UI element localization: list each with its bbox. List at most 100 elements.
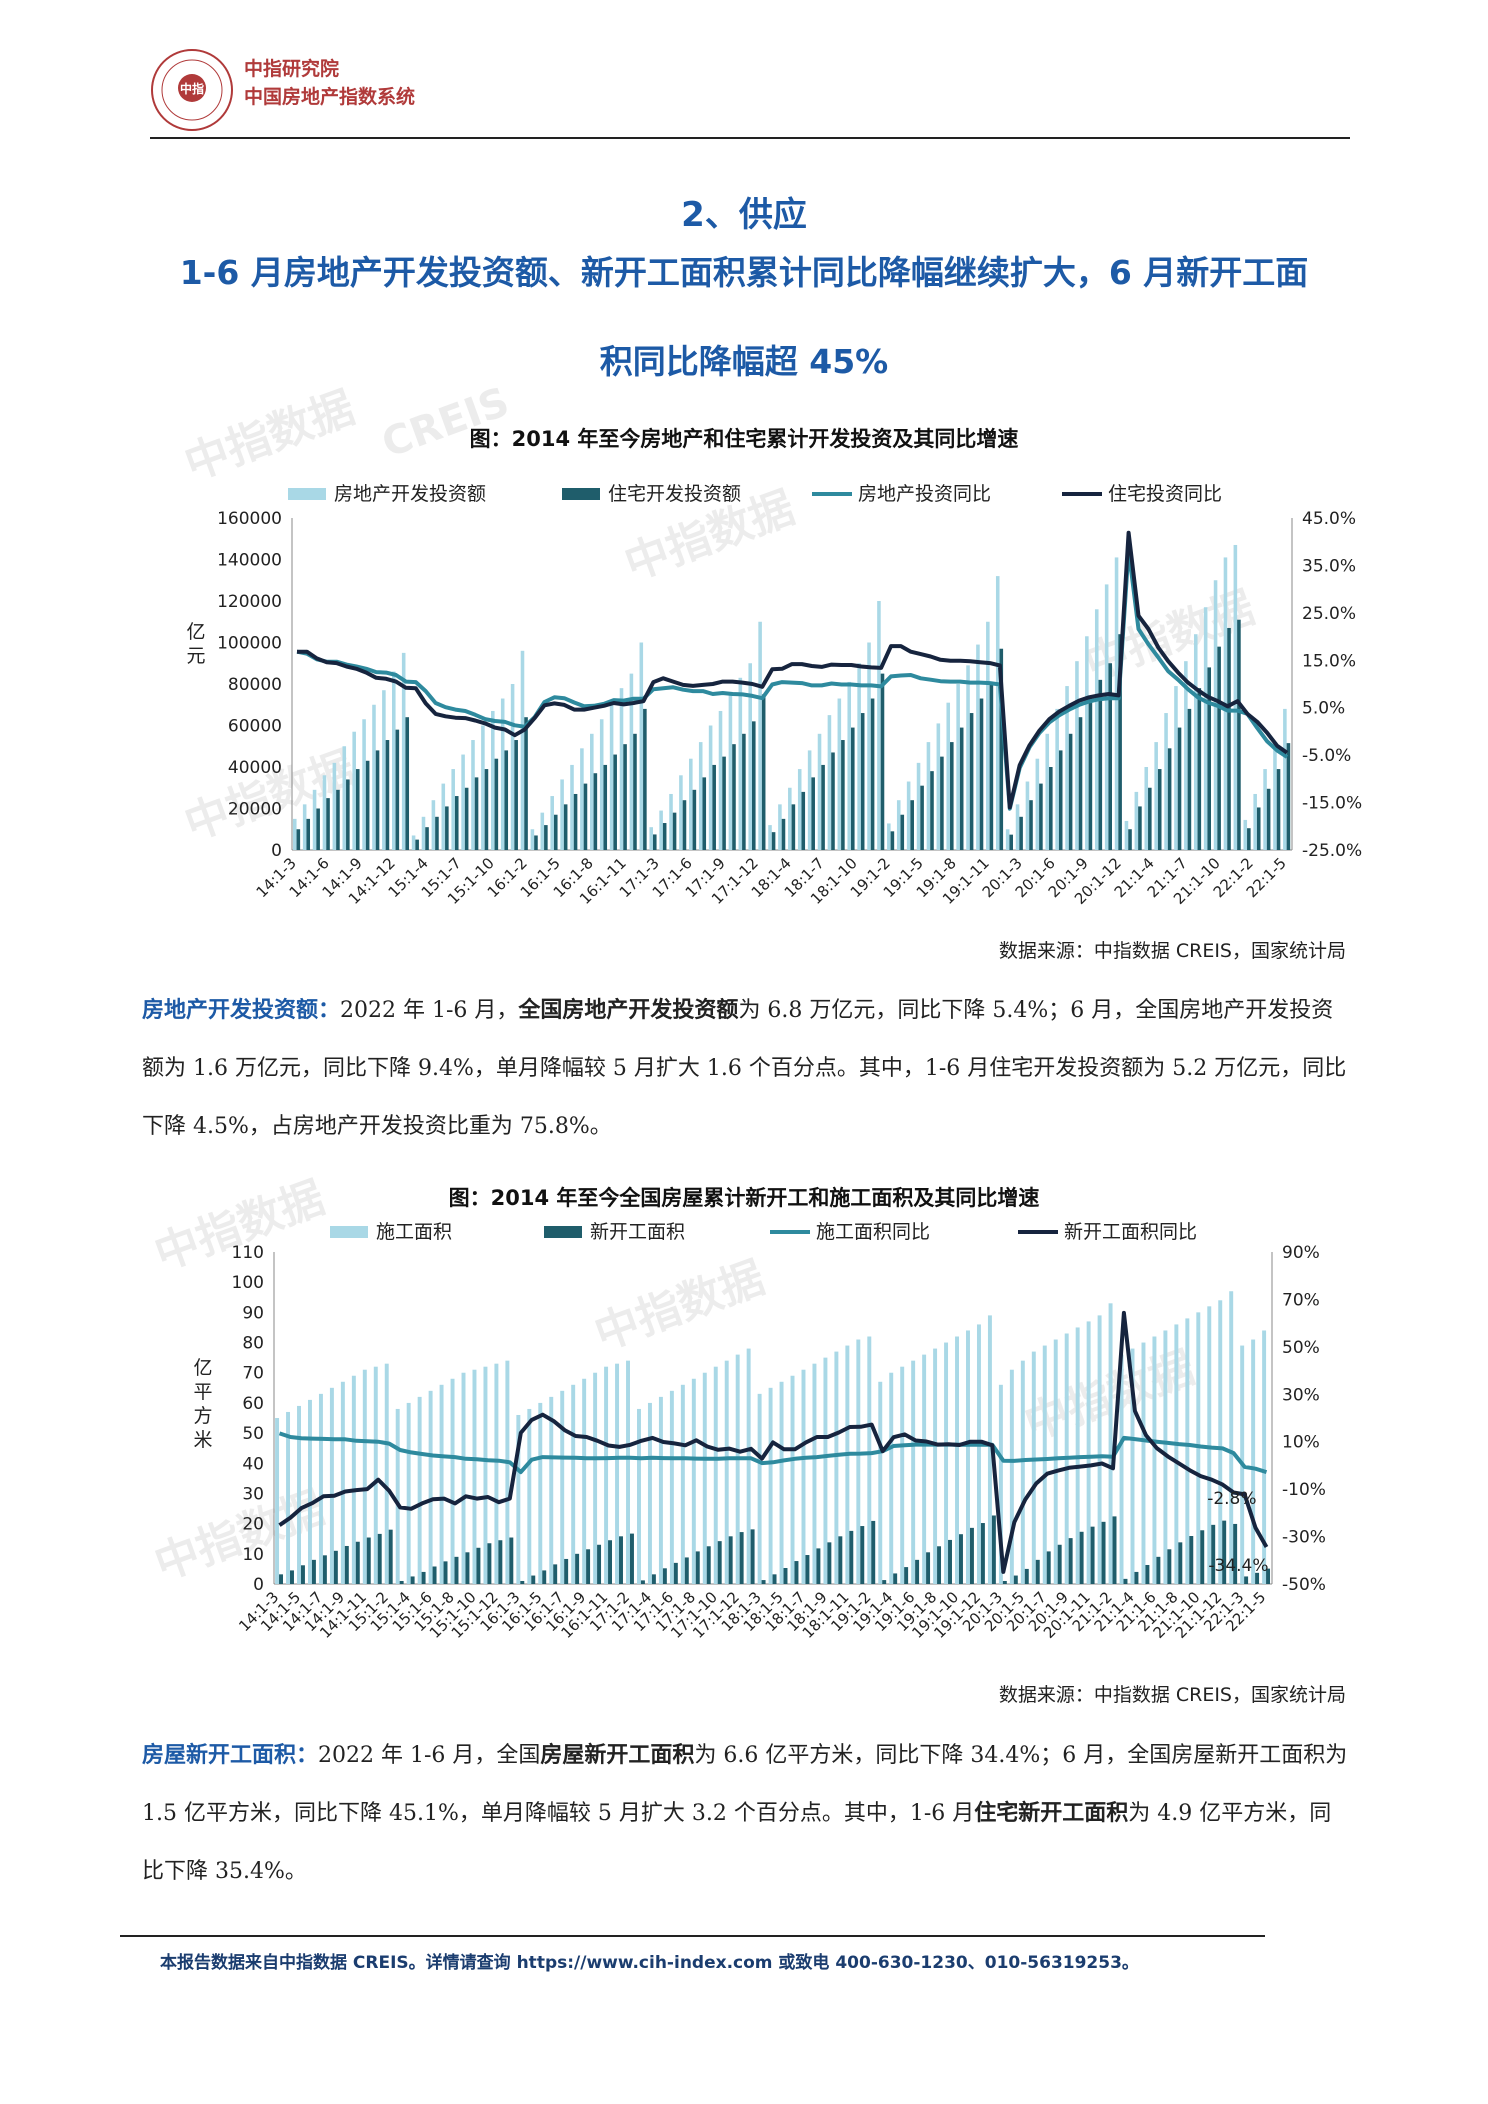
bar-series-2 xyxy=(395,729,400,850)
bar-series-2 xyxy=(890,831,895,850)
bar-series-1 xyxy=(728,694,733,850)
bar-series-2 xyxy=(999,648,1004,850)
bar-series-2 xyxy=(831,752,835,850)
bar-series-2 xyxy=(1098,679,1103,850)
y-tick-label: 20000 xyxy=(228,800,282,820)
bar-series-2 xyxy=(781,818,786,850)
bar-series-1 xyxy=(1263,769,1267,850)
bar-series-1 xyxy=(735,1354,740,1584)
bar-series-2 xyxy=(365,760,370,850)
bar-series-1 xyxy=(659,810,663,850)
bar-series-1 xyxy=(1141,1342,1146,1584)
bar-series-1 xyxy=(417,1396,422,1584)
bar-series-1 xyxy=(995,576,1000,850)
bar-series-2 xyxy=(1039,783,1043,850)
bar-series-2 xyxy=(1189,1536,1194,1584)
bar-series-2 xyxy=(366,1537,371,1584)
bar-series-1 xyxy=(332,762,337,850)
bar-series-1 xyxy=(857,663,861,850)
bar-series-1 xyxy=(1251,1339,1256,1584)
bar-series-1 xyxy=(599,719,604,850)
bar-series-2 xyxy=(1177,727,1182,850)
investment-chart: 160000 140000 120000 100000 80000 60000 40000 2… xyxy=(186,483,1362,908)
bar-series-1 xyxy=(1203,607,1208,850)
paragraph-text: 为 6.8 万亿元，同比下降 5.4%；6 月，全国房地产开发投资额为 1.6 … xyxy=(142,998,1347,1139)
bar-series-1 xyxy=(922,1354,927,1584)
bar-series-1 xyxy=(877,601,881,850)
bar-series-2 xyxy=(1266,1568,1271,1584)
section-title: 2、供应 xyxy=(681,195,807,235)
bar-series-2 xyxy=(969,1527,974,1584)
headline-line-2: 积同比降幅超 45% xyxy=(599,342,889,381)
bar-series-1 xyxy=(837,698,842,850)
bar-series-1 xyxy=(384,1363,389,1584)
bar-series-1 xyxy=(1193,634,1198,850)
bar-series-1 xyxy=(1085,636,1089,850)
bar-series-2 xyxy=(860,1526,865,1584)
bar-series-1 xyxy=(312,789,317,850)
bar-series-2 xyxy=(542,1570,547,1584)
bar-series-1 xyxy=(1086,1321,1091,1584)
bar-series-2 xyxy=(355,1541,360,1584)
bar-series-2 xyxy=(1009,834,1013,850)
bar-series-2 xyxy=(1057,1544,1062,1584)
bar-series-2 xyxy=(930,771,934,850)
paragraph-text: 2022 年 1-6 月， xyxy=(340,998,519,1023)
bar-series-1 xyxy=(1262,1330,1267,1584)
bar-series-2 xyxy=(1112,1516,1117,1584)
new-construction-paragraph: 房屋新开工面积：2022 年 1-6 月，全国房屋新开工面积为 6.6 亿平方米… xyxy=(142,1727,1352,1901)
bar-series-1 xyxy=(1152,1336,1157,1584)
y-axis-label: 方 xyxy=(193,1405,212,1427)
y-tick-label: 30 xyxy=(242,1484,264,1504)
bar-series-1 xyxy=(1055,708,1059,850)
y2-tick-label: -25.0% xyxy=(1302,841,1362,861)
bar-series-1 xyxy=(900,1366,905,1584)
bar-series-2 xyxy=(893,1573,898,1584)
bar-series-1 xyxy=(801,1369,806,1584)
y-tick-label: 90 xyxy=(242,1303,264,1323)
bar-series-1 xyxy=(481,725,485,850)
bar-series-1 xyxy=(926,742,931,850)
bar-series-1 xyxy=(1114,557,1119,850)
bar-series-1 xyxy=(698,742,703,850)
y-tick-label: 120000 xyxy=(217,592,282,612)
bar-series-2 xyxy=(937,1546,942,1584)
bar-series-1 xyxy=(779,1381,784,1584)
bar-series-1 xyxy=(516,1414,521,1584)
footer-note: 本报告数据来自中指数据 CREIS。详情请查询 https://www.cih-… xyxy=(160,1953,1139,1973)
bar-series-1 xyxy=(916,762,921,850)
bar-series-1 xyxy=(1005,829,1010,850)
bar-series-1 xyxy=(560,1390,565,1584)
bar-series-2 xyxy=(1178,1542,1183,1584)
bar-series-2 xyxy=(722,756,726,850)
bar-series-2 xyxy=(969,713,974,850)
bar-series-2 xyxy=(306,818,311,850)
bar-series-2 xyxy=(425,827,429,850)
bar-series-2 xyxy=(1024,1568,1029,1584)
y2-tick-label: 35.0% xyxy=(1302,556,1356,576)
bar-series-2 xyxy=(1145,1564,1150,1584)
bar-series-2 xyxy=(344,1545,349,1584)
bar-series-1 xyxy=(955,1336,960,1584)
bar-series-1 xyxy=(1253,793,1257,850)
bar-series-2 xyxy=(860,713,865,850)
bar-series-1 xyxy=(275,1418,280,1584)
bar-series-2 xyxy=(333,1550,338,1584)
bar-series-2 xyxy=(849,1530,854,1584)
bar-series-2 xyxy=(454,1556,459,1584)
bar-series-2 xyxy=(464,787,469,850)
bar-series-2 xyxy=(640,1580,645,1584)
y-tick-label: 100 xyxy=(232,1273,264,1293)
bar-series-2 xyxy=(1068,1538,1073,1584)
bar-series-2 xyxy=(474,777,479,850)
bar-series-2 xyxy=(563,804,568,850)
bar-series-1 xyxy=(889,1372,894,1584)
bar-series-2 xyxy=(652,834,657,850)
bar-series-1 xyxy=(987,1315,992,1584)
bar-series-1 xyxy=(483,1366,488,1584)
bar-series-2 xyxy=(1286,743,1291,850)
bar-series-2 xyxy=(791,804,796,850)
paragraph-text: 2022 年 1-6 月，全国 xyxy=(318,1743,541,1768)
data-label: -34.4% xyxy=(1208,1556,1268,1576)
bar-series-1 xyxy=(451,769,455,850)
